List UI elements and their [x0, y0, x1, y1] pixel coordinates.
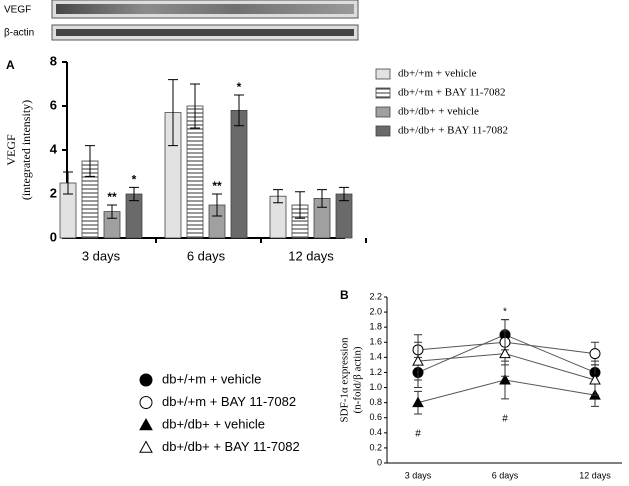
legend-label: db+/+m + vehicle: [162, 371, 261, 386]
x-tick-label: 12 days: [579, 470, 611, 480]
y-tick-label: 8: [50, 53, 57, 68]
significance-mark: **: [212, 179, 222, 193]
y-tick-label: 2.2: [369, 291, 382, 301]
marker: [139, 417, 153, 431]
blot: [51, 0, 359, 41]
legend-swatch: [375, 125, 391, 137]
blot-label: β-actin: [4, 28, 34, 39]
significance-mark: *: [503, 306, 507, 317]
panel-label: A: [6, 58, 15, 72]
error-bar: [129, 186, 139, 202]
error-bar: [339, 186, 349, 202]
legend-label: db+/+m + BAY 11-7082: [162, 394, 296, 409]
legend-label: db+/+m + vehicle: [398, 68, 477, 80]
y-tick-label: 1.2: [369, 367, 382, 377]
error-bar: [168, 79, 178, 147]
legend-label: db+/db+ + BAY 11-7082: [162, 439, 300, 454]
significance-mark: *: [237, 80, 242, 94]
y-tick-label: 1.6: [369, 337, 382, 347]
error-bar: [234, 94, 244, 127]
y-axis-label: SDF-1α expression: [339, 337, 351, 422]
marker: [139, 396, 153, 409]
legend-label: db+/+m + BAY 11-7082: [398, 87, 506, 99]
marker: [589, 348, 601, 360]
y-tick-label: 0: [377, 457, 382, 467]
error-bar: [85, 145, 95, 177]
error-bar: [190, 83, 200, 129]
panel-label: B: [340, 288, 349, 302]
legend-label: db+/db+ + BAY 11-7082: [398, 125, 508, 137]
marker: [139, 440, 153, 453]
legend-swatch: [375, 87, 391, 99]
error-bar: [273, 189, 283, 204]
legend-swatch: [375, 106, 391, 118]
significance-mark: #: [415, 429, 421, 440]
marker: [412, 355, 424, 366]
significance-mark: #: [502, 414, 508, 425]
error-bar: [212, 193, 222, 217]
blot-label: VEGF: [4, 5, 31, 16]
marker: [412, 396, 424, 408]
y-axis-label: (n-fold/β actin): [352, 346, 364, 413]
bar: [230, 110, 248, 239]
y-axis-label: VEGF: [4, 134, 18, 166]
y-tick-label: 2.0: [369, 306, 382, 316]
y-tick-label: 1.4: [369, 352, 382, 362]
significance-mark: **: [107, 190, 117, 204]
error-bar: [295, 191, 305, 219]
y-tick-label: 0.8: [369, 397, 382, 407]
legend-label: db+/db+ + vehicle: [398, 106, 479, 118]
error-bar: [317, 189, 327, 208]
y-tick-label: 1.8: [369, 322, 382, 332]
legend-label: db+/db+ + vehicle: [162, 416, 265, 431]
marker: [589, 373, 601, 385]
error-bar: [107, 204, 117, 219]
x-tick-label: 3 days: [405, 470, 432, 480]
marker: [499, 373, 511, 385]
y-tick-label: 0: [50, 229, 57, 244]
legend-swatch: [375, 68, 391, 80]
x-tick-label: 6 days: [187, 248, 226, 263]
x-tick-label: 6 days: [492, 470, 519, 480]
x-tick-label: 12 days: [288, 248, 334, 263]
y-tick-label: 1.0: [369, 382, 382, 392]
y-axis-label: (integrated intensity): [19, 100, 33, 200]
y-tick-label: 6: [50, 97, 57, 112]
error-bar: [63, 171, 73, 195]
y-tick-label: 0.6: [369, 412, 382, 422]
x-tick-label: 3 days: [82, 248, 121, 263]
y-tick-label: 4: [50, 141, 58, 156]
y-tick-label: 0.4: [369, 427, 382, 437]
y-tick-label: 2: [50, 185, 57, 200]
y-tick-label: 0.2: [369, 442, 382, 452]
marker: [139, 373, 153, 387]
significance-mark: *: [132, 173, 137, 187]
marker: [499, 347, 511, 359]
